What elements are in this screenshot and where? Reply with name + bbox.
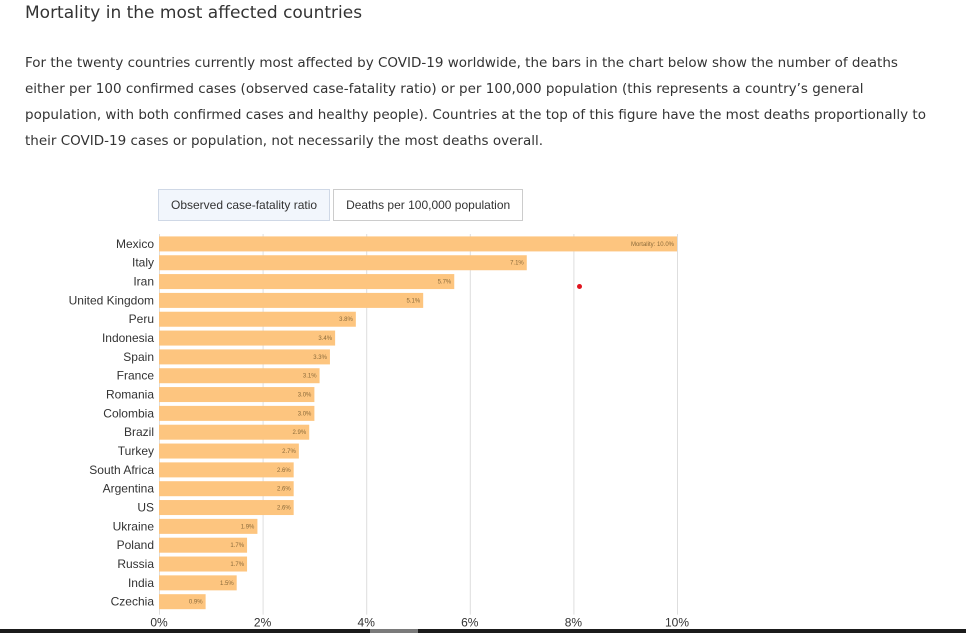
x-tick-label: 6% — [461, 616, 479, 630]
category-label: Argentina — [103, 482, 155, 496]
category-label: Indonesia — [102, 331, 154, 345]
bar-value-label: 5.1% — [406, 298, 420, 304]
x-tick-label: 8% — [565, 616, 583, 630]
bar-value-label: 0.9% — [189, 600, 203, 606]
category-label: Iran — [133, 275, 154, 289]
bar-value-label: 2.6% — [277, 506, 291, 512]
category-label: Turkey — [118, 444, 154, 458]
category-label: Spain — [123, 350, 154, 364]
bar-value-label: 2.6% — [277, 468, 291, 474]
category-label: US — [137, 501, 154, 515]
bar[interactable] — [159, 443, 299, 459]
bar[interactable] — [159, 500, 294, 516]
bar[interactable] — [159, 405, 315, 421]
bar[interactable] — [159, 481, 294, 497]
bar-value-label: Mortality: 10.0% — [631, 242, 675, 248]
bar-value-label: 2.7% — [282, 449, 296, 455]
bar[interactable] — [159, 255, 527, 271]
bar-value-label: 2.6% — [277, 487, 291, 493]
x-tick-label: 0% — [150, 616, 168, 630]
bar-value-label: 1.5% — [220, 581, 234, 587]
bar-value-label: 3.3% — [313, 355, 327, 361]
bar[interactable] — [159, 311, 356, 327]
bar-value-label: 3.0% — [298, 393, 312, 399]
metric-toggle: Observed case-fatality ratio Deaths per … — [158, 189, 524, 221]
bar-value-label: 3.0% — [298, 411, 312, 417]
case-fatality-ratio-button[interactable]: Observed case-fatality ratio — [158, 189, 331, 221]
bar[interactable] — [159, 292, 424, 308]
category-label: Romania — [106, 388, 154, 402]
category-label: South Africa — [89, 463, 154, 477]
bar[interactable] — [159, 424, 310, 440]
x-tick-label: 4% — [358, 616, 376, 630]
bar-value-label: 3.1% — [303, 374, 317, 380]
bar-value-label: 2.9% — [293, 430, 307, 436]
bar-value-label: 1.7% — [230, 543, 244, 549]
bar-value-label: 5.7% — [438, 280, 452, 286]
bar[interactable] — [159, 462, 294, 478]
bar[interactable] — [159, 349, 330, 365]
category-label: United Kingdom — [69, 293, 154, 307]
category-label: Mexico — [116, 237, 154, 251]
category-label: Peru — [129, 312, 154, 326]
category-label: Poland — [117, 538, 154, 552]
bar[interactable] — [159, 368, 320, 384]
bar[interactable] — [159, 556, 248, 572]
category-label: Italy — [132, 256, 154, 270]
bar[interactable] — [159, 594, 206, 610]
x-tick-label: 10% — [665, 616, 689, 630]
bar[interactable] — [159, 518, 258, 534]
bottom-bar — [0, 629, 966, 633]
intro-paragraph: For the twenty countries currently most … — [25, 55, 926, 149]
x-tick-label: 2% — [254, 616, 272, 630]
bar[interactable] — [159, 274, 455, 290]
mortality-bar-chart: Mexico Mortality: 10.0% Italy 7.1% Iran 5.7% U… — [69, 234, 689, 630]
category-label: India — [128, 576, 154, 590]
section-title: Mortality in the most affected countries — [25, 3, 363, 23]
category-label: Russia — [117, 557, 154, 571]
horizontal-scrollbar[interactable] — [370, 629, 418, 633]
bar-value-label: 1.9% — [241, 524, 255, 530]
bar[interactable] — [159, 575, 237, 591]
category-label: France — [117, 369, 155, 383]
bar[interactable] — [159, 330, 336, 346]
marker-dot — [577, 284, 582, 289]
bar-value-label: 1.7% — [230, 562, 244, 568]
deaths-per-100k-button[interactable]: Deaths per 100,000 population — [333, 189, 524, 221]
category-label: Colombia — [103, 406, 154, 420]
category-label: Ukraine — [113, 519, 155, 533]
bar-value-label: 3.8% — [339, 317, 353, 323]
bar[interactable] — [159, 537, 248, 553]
bar[interactable] — [159, 236, 677, 252]
bar[interactable] — [159, 387, 315, 403]
bar-value-label: 3.4% — [318, 336, 332, 342]
category-label: Brazil — [124, 425, 154, 439]
bar-value-label: 7.1% — [510, 261, 524, 267]
category-label: Czechia — [111, 595, 155, 609]
